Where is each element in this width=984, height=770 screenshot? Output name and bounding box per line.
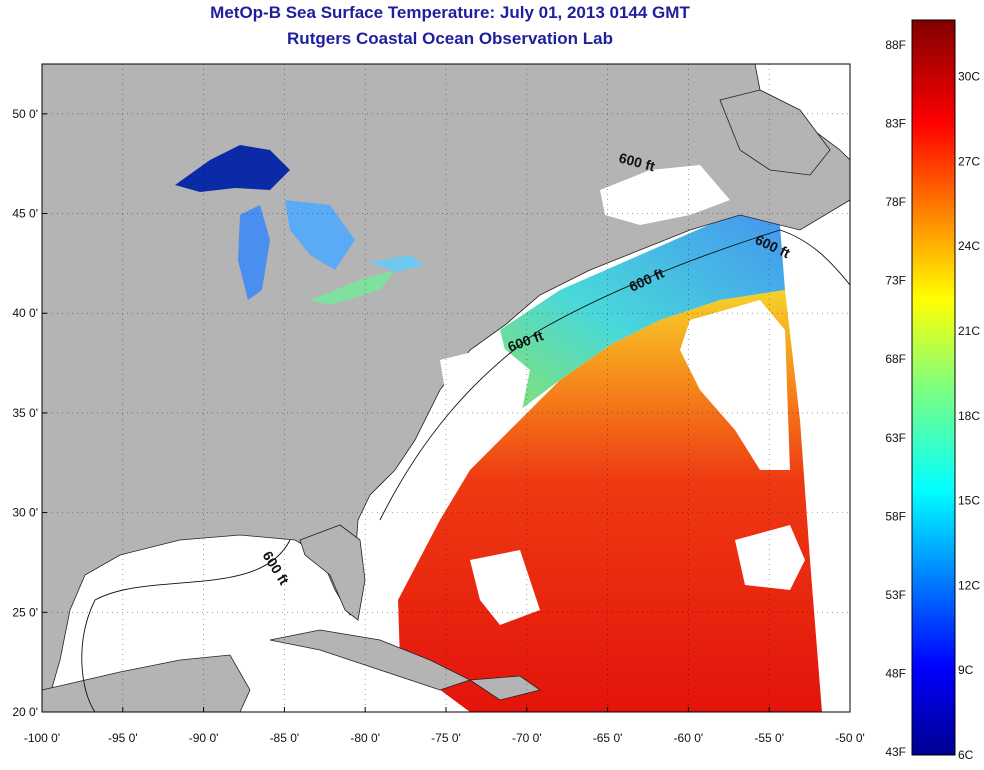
colorbar-f-label: 78F — [885, 195, 906, 209]
colorbar-f-label: 68F — [885, 352, 906, 366]
lake-erie — [310, 270, 395, 305]
lat-tick-label: 40 0' — [12, 306, 38, 320]
colorbar-f-label: 83F — [885, 117, 906, 131]
lon-tick-label: -75 0' — [431, 731, 461, 745]
cloud-patch — [680, 300, 790, 470]
hispaniola — [468, 675, 541, 701]
colorbar-f-label: 58F — [885, 509, 906, 523]
colorbar-c-label: 15C — [958, 494, 980, 508]
lake-huron — [285, 200, 355, 270]
colorbar-c-label: 30C — [958, 70, 980, 84]
colorbar-f-label: 48F — [885, 666, 906, 680]
colorbar-f-label: 53F — [885, 588, 906, 602]
latitude-axis: 50 0' 45 0' 40 0' 35 0' 30 0' 25 0' 20 0' — [12, 107, 47, 719]
lat-tick-label: 20 0' — [12, 705, 38, 719]
isobath-600ft — [379, 229, 850, 521]
lat-tick-label: 45 0' — [12, 207, 38, 221]
lat-tick-label: 35 0' — [12, 406, 38, 420]
cloud-patch — [470, 550, 540, 625]
colorbar-c-label: 12C — [958, 578, 980, 592]
newfoundland — [719, 89, 831, 176]
colorbar-c-label: 21C — [958, 324, 980, 338]
lake-michigan — [238, 205, 270, 300]
map-title: MetOp-B Sea Surface Temperature: July 01… — [210, 3, 690, 22]
colorbar-f-label: 88F — [885, 38, 906, 52]
cloud-patch — [600, 165, 730, 225]
colorbar-c-label: 6C — [958, 748, 974, 762]
colorbar-fahrenheit-labels: 88F 83F 78F 73F 68F 63F 58F 53F 48F 43F — [885, 38, 906, 759]
lat-tick-label: 50 0' — [12, 107, 38, 121]
colorbar-f-label: 43F — [885, 745, 906, 759]
cloud-patch — [735, 525, 805, 590]
lon-tick-label: -55 0' — [754, 731, 784, 745]
colorbar-celsius-labels: 30C 27C 24C 21C 18C 15C 12C 9C 6C — [958, 70, 980, 762]
colorbar-f-label: 63F — [885, 431, 906, 445]
lon-tick-label: -50 0' — [835, 731, 865, 745]
cloud-patch — [440, 345, 530, 440]
yucatan — [42, 654, 251, 712]
lat-tick-label: 25 0' — [12, 605, 38, 619]
colorbar-f-label: 73F — [885, 274, 906, 288]
colorbar-c-label: 18C — [958, 409, 980, 423]
lon-tick-label: -60 0' — [674, 731, 704, 745]
lon-tick-label: -80 0' — [350, 731, 380, 745]
colorbar-c-label: 27C — [958, 154, 980, 168]
colorbar — [911, 19, 956, 756]
lon-tick-label: -95 0' — [108, 731, 138, 745]
colorbar-c-label: 9C — [958, 663, 974, 677]
lon-tick-label: -70 0' — [512, 731, 542, 745]
lake-ontario — [370, 255, 425, 272]
florida — [299, 524, 366, 621]
lat-tick-label: 30 0' — [12, 506, 38, 520]
lake-superior — [175, 145, 290, 192]
isobath-600ft — [81, 539, 291, 712]
colorbar-c-label: 24C — [958, 239, 980, 253]
lon-tick-label: -90 0' — [189, 731, 219, 745]
longitude-axis: -100 0' -95 0' -90 0' -85 0' -80 0' -75 0' -70… — [24, 707, 865, 745]
map-subtitle: Rutgers Coastal Ocean Observation Lab — [287, 29, 613, 48]
lon-tick-label: -85 0' — [270, 731, 300, 745]
lon-tick-label: -100 0' — [24, 731, 60, 745]
lon-tick-label: -65 0' — [593, 731, 623, 745]
